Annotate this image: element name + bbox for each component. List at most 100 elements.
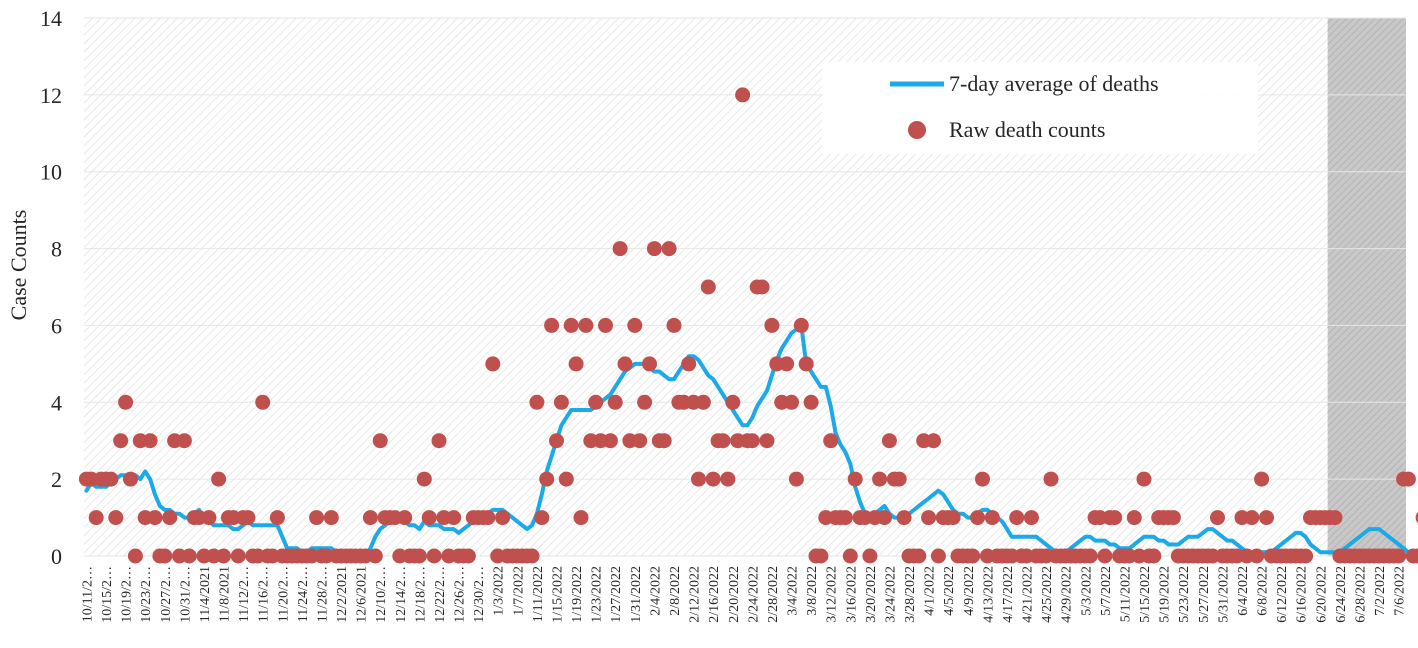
x-tick-label: 12/22/2… — [433, 566, 448, 623]
x-tick-label: 6/12/2022 — [1275, 566, 1290, 623]
x-tick-label: 4/25/2022 — [1040, 566, 1055, 623]
y-tick-label: 2 — [51, 467, 62, 492]
raw-death-point — [945, 510, 961, 526]
raw-death-point — [695, 394, 711, 410]
raw-death-point — [1097, 548, 1113, 564]
raw-death-point — [201, 510, 217, 526]
raw-death-point — [426, 548, 442, 564]
raw-death-point — [715, 433, 731, 449]
raw-death-point — [823, 433, 839, 449]
raw-death-point — [661, 241, 677, 257]
y-tick-label: 10 — [40, 160, 62, 185]
raw-death-point — [612, 241, 628, 257]
raw-death-point — [255, 394, 271, 410]
raw-death-point — [759, 433, 775, 449]
series-raw-death-counts — [78, 87, 1418, 564]
y-tick-label: 4 — [51, 390, 62, 415]
raw-death-point — [446, 510, 462, 526]
raw-death-point — [1165, 510, 1181, 526]
raw-death-point — [793, 317, 809, 333]
raw-death-point — [147, 510, 163, 526]
x-tick-label: 2/16/2022 — [707, 566, 722, 623]
raw-death-point — [744, 433, 760, 449]
raw-death-point — [142, 433, 158, 449]
raw-death-point — [1136, 471, 1152, 487]
raw-death-point — [1023, 510, 1039, 526]
raw-death-point — [965, 548, 981, 564]
raw-death-point — [563, 317, 579, 333]
raw-death-point — [1210, 510, 1225, 526]
x-tick-label: 10/23/2… — [139, 566, 154, 623]
x-tick-label: 6/8/2022 — [1256, 566, 1271, 616]
x-axis-ticks: 10/11/2… 10/15/2… 10/19/2… 10/23/2… 10/27/2…… — [80, 566, 1407, 623]
raw-death-point — [700, 279, 716, 295]
raw-death-point — [681, 356, 697, 372]
raw-death-point — [666, 317, 682, 333]
raw-death-point — [764, 317, 780, 333]
x-tick-label: 5/3/2022 — [1079, 566, 1094, 616]
x-tick-label: 3/12/2022 — [825, 566, 840, 623]
x-tick-label: 1/7/2022 — [511, 566, 526, 616]
x-tick-label: 11/24/2… — [296, 566, 311, 622]
raw-death-point — [607, 394, 623, 410]
x-tick-label: 11/28/2… — [315, 566, 330, 622]
raw-death-point — [127, 548, 143, 564]
y-tick-label: 14 — [40, 6, 62, 31]
x-tick-label: 1/27/2022 — [609, 566, 624, 623]
x-tick-label: 12/30/2… — [472, 566, 487, 623]
legend: 7-day average of deaths Raw death counts — [822, 62, 1258, 154]
x-tick-label: 1/3/2022 — [492, 566, 507, 616]
raw-death-point — [1126, 510, 1142, 526]
raw-death-point — [862, 548, 878, 564]
raw-death-point — [1146, 548, 1162, 564]
x-tick-label: 6/20/2022 — [1314, 566, 1329, 623]
x-tick-label: 12/26/2… — [453, 566, 468, 623]
raw-death-point — [269, 510, 285, 526]
raw-death-point — [162, 510, 178, 526]
x-tick-label: 3/4/2022 — [786, 566, 801, 616]
raw-death-point — [837, 510, 853, 526]
x-tick-label: 7/2/2022 — [1373, 566, 1388, 616]
x-tick-label: 6/16/2022 — [1295, 566, 1310, 623]
raw-death-point — [534, 510, 550, 526]
raw-death-point — [872, 471, 888, 487]
raw-death-point — [416, 471, 432, 487]
raw-death-point — [842, 548, 858, 564]
raw-death-point — [637, 394, 653, 410]
raw-death-point — [88, 510, 104, 526]
raw-death-point — [539, 471, 555, 487]
raw-death-point — [720, 471, 736, 487]
x-tick-label: 5/27/2022 — [1197, 566, 1212, 623]
x-tick-label: 10/11/2… — [80, 566, 95, 622]
x-tick-label: 1/15/2022 — [550, 566, 565, 623]
raw-death-point — [553, 394, 569, 410]
x-tick-label: 12/6/2021 — [355, 566, 370, 623]
raw-death-point — [1009, 510, 1025, 526]
raw-death-point — [881, 433, 897, 449]
raw-death-point — [578, 317, 594, 333]
x-tick-label: 12/10/2… — [374, 566, 389, 623]
raw-death-point — [1254, 471, 1270, 487]
x-tick-label: 12/2/2021 — [335, 566, 350, 623]
raw-death-point — [705, 471, 721, 487]
x-tick-label: 4/1/2022 — [923, 566, 938, 616]
raw-death-point — [362, 510, 378, 526]
raw-death-point — [1249, 548, 1265, 564]
raw-death-point — [921, 510, 937, 526]
raw-death-point — [157, 548, 173, 564]
raw-death-point — [779, 356, 795, 372]
x-tick-label: 10/19/2… — [120, 566, 135, 623]
x-tick-label: 11/8/2021 — [218, 566, 233, 622]
x-tick-label: 1/31/2022 — [629, 566, 644, 623]
raw-death-point — [798, 356, 814, 372]
shaded-region-hatch — [1327, 18, 1406, 556]
raw-death-point — [431, 433, 447, 449]
raw-death-point — [1415, 512, 1418, 524]
raw-death-point — [970, 510, 986, 526]
x-tick-label: 3/16/2022 — [844, 566, 859, 623]
line-7-day-average — [84, 323, 1418, 558]
raw-death-point — [216, 548, 231, 564]
raw-death-point — [1391, 548, 1407, 564]
raw-death-point — [754, 279, 770, 295]
raw-death-point — [926, 433, 941, 449]
